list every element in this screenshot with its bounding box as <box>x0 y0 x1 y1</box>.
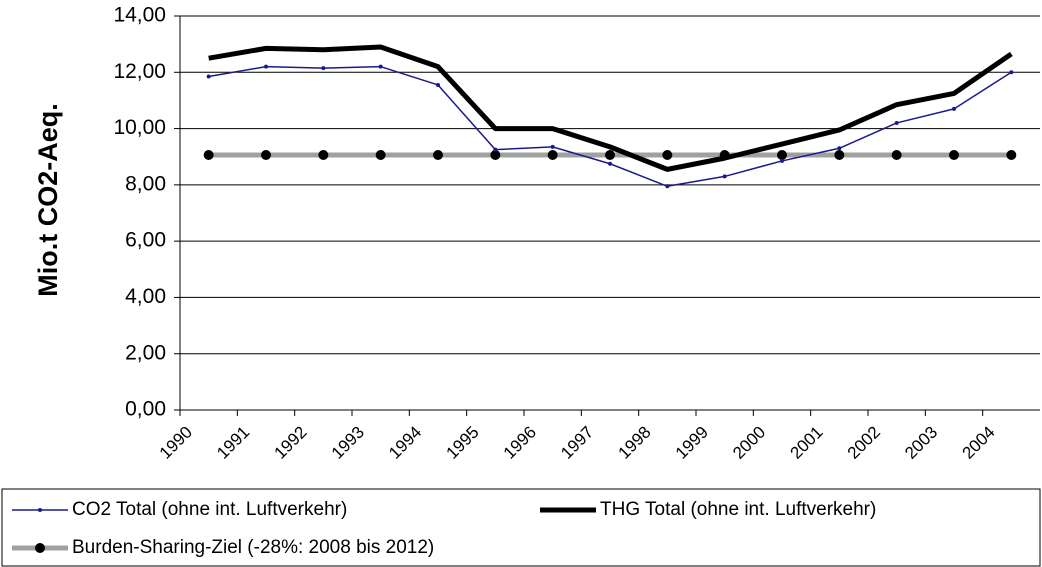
legend-label: Burden-Sharing-Ziel (-28%: 2008 bis 2012… <box>72 537 434 558</box>
x-tick-label: 1998 <box>614 423 654 463</box>
legend-label: CO2 Total (ohne int. Luftverkehr) <box>72 499 347 520</box>
x-tick-label: 1997 <box>557 423 597 463</box>
marker <box>834 150 845 161</box>
x-tick-label: 2000 <box>729 423 769 463</box>
marker <box>321 66 326 71</box>
marker <box>662 150 673 161</box>
marker <box>493 147 498 152</box>
marker <box>894 120 899 125</box>
x-tick-label: 2001 <box>786 423 826 463</box>
legend-label: THG Total (ohne int. Luftverkehr) <box>600 499 876 520</box>
marker <box>837 146 842 151</box>
x-tick-label: 2004 <box>958 423 998 463</box>
y-tick-label: 12,00 <box>113 60 166 83</box>
x-tick-label: 1999 <box>672 423 712 463</box>
x-tick-label: 1993 <box>328 423 368 463</box>
y-tick-label: 2,00 <box>125 341 166 364</box>
marker <box>608 161 612 166</box>
marker <box>952 106 956 111</box>
marker <box>949 150 959 161</box>
x-tick-label: 1990 <box>156 423 196 463</box>
marker <box>780 158 784 163</box>
marker <box>665 184 670 189</box>
marker <box>547 150 558 161</box>
legend-box <box>1 488 1041 567</box>
y-tick-label: 4,00 <box>125 285 166 308</box>
x-tick-label: 1991 <box>213 423 253 463</box>
marker <box>605 150 615 161</box>
marker <box>375 150 386 161</box>
marker <box>891 150 902 161</box>
marker <box>378 64 383 69</box>
marker <box>318 150 329 161</box>
marker <box>1006 150 1017 161</box>
series-line <box>208 44 1013 172</box>
marker <box>550 144 555 149</box>
y-tick-label: 14,00 <box>113 4 166 27</box>
marker <box>203 150 214 161</box>
x-tick-label: 1994 <box>385 423 425 463</box>
y-tick-label: 0,00 <box>125 398 166 421</box>
marker <box>206 74 211 79</box>
y-tick-label: 8,00 <box>125 172 166 195</box>
legend-marker <box>35 543 45 553</box>
x-tick-label: 1992 <box>270 423 310 463</box>
marker <box>777 150 787 161</box>
x-tick-label: 2003 <box>901 423 941 463</box>
marker <box>261 150 271 161</box>
marker <box>722 174 727 179</box>
marker <box>1009 70 1014 75</box>
y-tick-label: 6,00 <box>125 229 166 252</box>
x-tick-label: 1996 <box>500 423 540 463</box>
x-tick-label: 1995 <box>442 423 482 463</box>
y-tick-label: 10,00 <box>113 116 166 139</box>
marker <box>490 150 501 161</box>
marker <box>433 150 443 161</box>
x-tick-label: 2002 <box>844 423 884 463</box>
marker <box>436 82 440 87</box>
legend-marker <box>38 508 42 512</box>
y-axis-title: Mio.t CO2-Aeq. <box>33 103 63 297</box>
series-line <box>208 65 1012 188</box>
marker <box>264 64 268 69</box>
